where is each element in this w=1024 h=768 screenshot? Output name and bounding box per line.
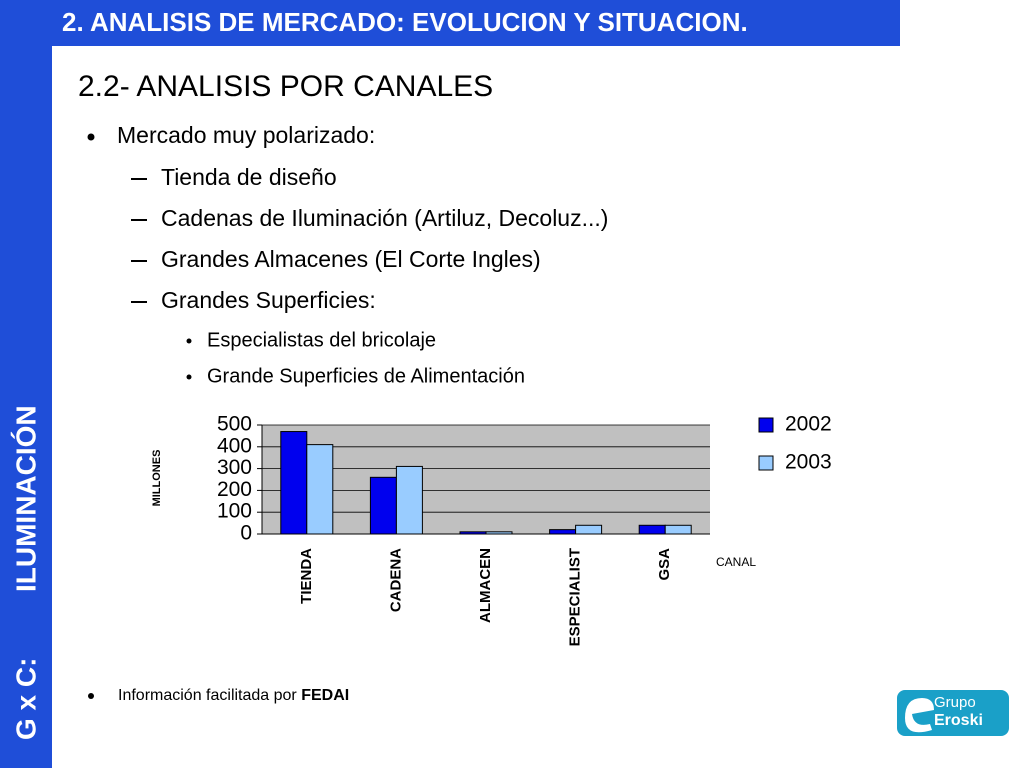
plot-area	[262, 425, 710, 534]
header-band	[52, 0, 900, 46]
y-tick-label: 200	[217, 478, 252, 501]
bullet	[88, 693, 94, 699]
bar	[485, 531, 513, 535]
legend-swatch	[758, 455, 774, 471]
sidebar	[0, 0, 52, 768]
y-tick-label: 0	[240, 522, 252, 545]
bullet-text: Mercado muy polarizado:	[117, 122, 375, 148]
bullet-text: Grande Superficies de Alimentación	[207, 365, 525, 387]
logo-icon	[905, 698, 934, 733]
x-tick-label: CADENA	[387, 548, 404, 612]
footer-source: FEDAI	[301, 687, 349, 704]
footer-text-part: Información facilitada por	[118, 687, 297, 704]
bar	[638, 524, 666, 535]
footer-text: Información facilitada por FEDAI	[118, 687, 349, 704]
level3-list: Especialistas del bricolaje Grande Superf…	[186, 329, 525, 387]
bar	[575, 524, 603, 535]
bar	[664, 524, 692, 535]
y-tick-label: 500	[217, 413, 252, 436]
bar	[280, 431, 308, 535]
bullet-text: Tienda de diseño	[161, 164, 337, 190]
x-tick-label: ESPECIALIST	[567, 548, 584, 646]
bullet-text: Cadenas de Iluminación (Artiluz, Decoluz…	[161, 205, 608, 231]
y-tick-label: 300	[217, 456, 252, 479]
bullet-text: Grandes Superficies:	[161, 287, 376, 313]
sidebar-label: ILUMINACIÓN	[10, 405, 41, 592]
bullet	[186, 338, 192, 344]
legend-label: 2002	[785, 413, 832, 436]
header-title: 2. ANALISIS DE MERCADO: EVOLUCION Y SITU…	[62, 7, 748, 37]
bullet-text: Grandes Almacenes (El Corte Ingles)	[161, 246, 541, 272]
bar	[306, 444, 334, 535]
x-axis-label: CANAL	[716, 555, 756, 569]
bar	[459, 531, 487, 535]
sidebar-label: G x C:	[10, 658, 41, 740]
subtitle: 2.2- ANALISIS POR CANALES	[78, 70, 493, 103]
bullet	[186, 374, 192, 380]
x-tick-label: ALMACEN	[477, 548, 494, 623]
x-tick-label: TIENDA	[298, 548, 315, 604]
x-tick-label: GSA	[656, 548, 673, 581]
bullet-text: Especialistas del bricolaje	[207, 329, 436, 351]
bar	[369, 476, 397, 535]
logo-text: Grupo	[934, 694, 976, 711]
bar	[549, 529, 577, 535]
y-tick-label: 100	[217, 500, 252, 523]
level2-list: Tienda de diseño Cadenas de Iluminación (…	[131, 164, 608, 313]
legend-label: 2003	[785, 451, 832, 474]
legend-swatch	[758, 417, 774, 433]
y-tick-label: 400	[217, 434, 252, 457]
logo-text: Eroski	[934, 712, 983, 729]
y-axis-label: MILLONES	[151, 450, 163, 507]
bullet	[87, 133, 95, 141]
bar	[395, 465, 423, 535]
logo: Grupo Eroski	[897, 690, 1009, 736]
